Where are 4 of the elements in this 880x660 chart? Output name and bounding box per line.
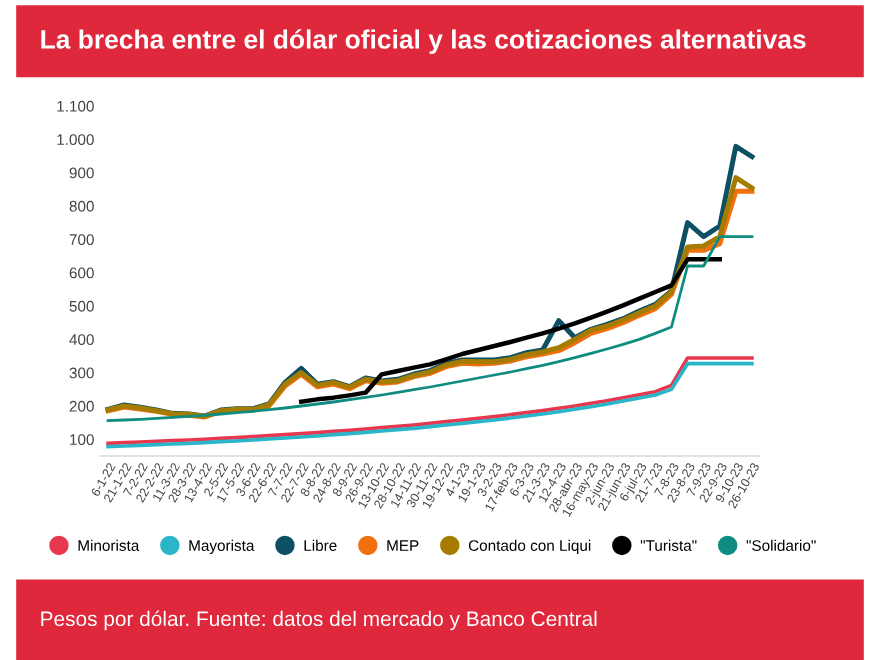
text: Pesos por dólar. Fuente: datos del mercado y Banco Central	[41, 610, 597, 631]
chart-title: La brecha entre el dólar oficial y las cotizaciones alternativas	[41, 29, 806, 54]
line-series	[106, 235, 754, 423]
line-series	[299, 257, 722, 404]
